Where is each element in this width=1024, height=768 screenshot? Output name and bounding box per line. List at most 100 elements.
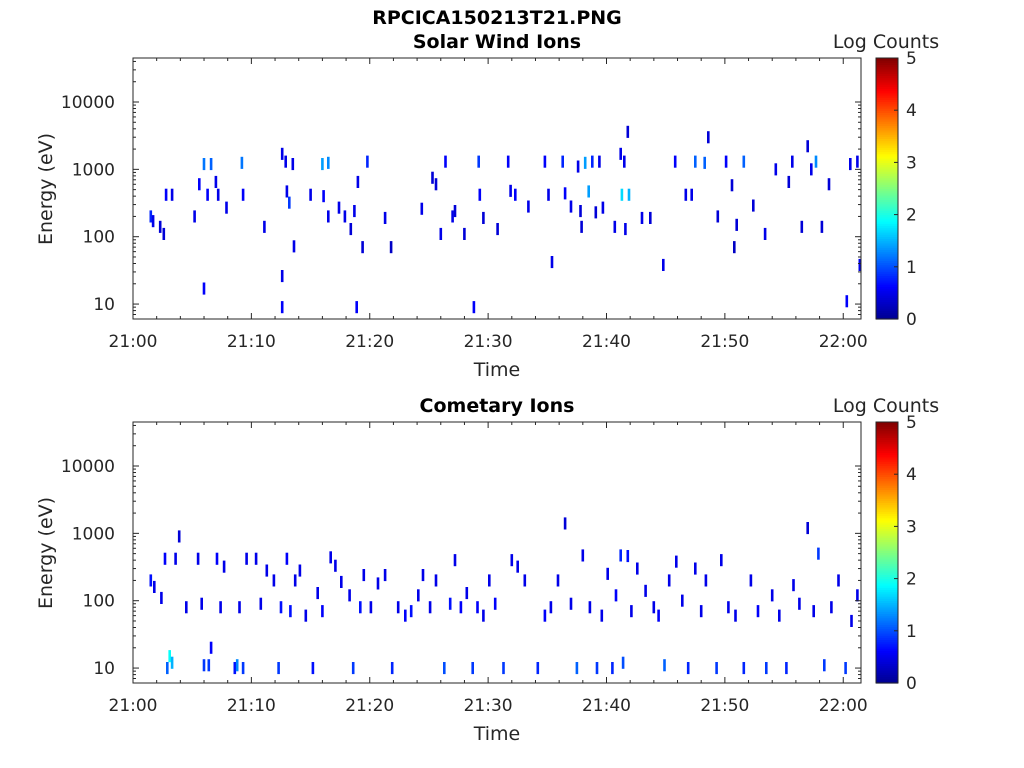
heatmap-cell [845,295,849,308]
heatmap-cell [563,517,567,530]
colorbar-segment [876,77,898,81]
heatmap-cell [327,156,330,169]
heatmap-cell [727,601,730,614]
heatmap-cell [238,601,241,614]
heatmap-cell [241,662,245,675]
heatmap-cell [514,188,517,201]
colorbar-segment [876,535,898,538]
colorbar-segment [876,164,898,168]
heatmap-cell [356,175,360,188]
heatmap-cell [510,554,514,567]
colorbar-segment [876,585,898,588]
colorbar-segment [876,314,898,318]
colorbar-segment [876,550,898,554]
heatmap-cell [715,662,718,675]
colorbar-segment [876,158,898,161]
heatmap-cell [778,609,781,622]
heatmap-cell [472,301,476,314]
colorbar-segment [876,66,898,70]
colorbar-segment [876,242,898,246]
x-tick-label: 21:20 [345,332,394,352]
colorbar-segment [876,181,898,185]
heatmap-cell [611,662,614,675]
colorbar-segment [876,223,898,227]
heatmap-cell [600,609,604,622]
colorbar-segment [876,64,898,68]
colorbar-segment [876,179,898,183]
colorbar-segment [876,650,898,654]
colorbar-segment [876,166,898,170]
colorbar-segment [876,659,898,662]
heatmap-cell [202,659,206,672]
heatmap-cell [349,223,353,236]
heatmap-cell [200,597,203,610]
heatmap-cell [742,155,746,168]
colorbar-segment [876,147,898,150]
y-tick-label: 10 [93,295,115,315]
colorbar-segment [876,199,898,203]
heatmap-cell [509,184,512,197]
colorbar-segment [876,637,898,641]
colorbar-segment [876,596,898,599]
colorbar-segment [876,524,898,527]
colorbar-segment [876,474,898,477]
colorbar-tick-label: 1 [906,258,917,278]
colorbar-segment [876,589,898,593]
heatmap-cell [160,591,163,604]
heatmap-cell [849,158,852,171]
heatmap-cell [587,185,590,198]
heatmap-cell [858,258,862,271]
heatmap-cell [240,156,244,169]
colorbar-segment [876,624,898,628]
heatmap-cell [644,584,647,597]
colorbar-segment [876,197,898,200]
heatmap-cell [620,188,624,201]
colorbar-segment [876,286,898,290]
colorbar-segment [876,234,898,237]
colorbar-segment [876,439,898,443]
colorbar-segment [876,587,898,591]
heatmap-cell [806,140,809,153]
colorbar-segment [876,450,898,454]
heatmap-cell [690,188,693,201]
x-tick-label: 21:00 [109,332,158,352]
heatmap-cell [662,258,665,271]
colorbar-tick-label: 1 [906,622,917,642]
colorbar-segment [876,97,898,100]
cometary-x-ticks: 21:00 21:10 21:20 21:30 21:40 21:50 22:00 [109,422,868,716]
colorbar-segment [876,432,898,436]
heatmap-cell [321,158,324,171]
colorbar-segment [876,654,898,658]
colorbar-segment [876,260,898,264]
heatmap-cell [527,200,530,213]
colorbar-segment [876,667,898,671]
colorbar-segment [876,648,898,651]
heatmap-cell [756,605,760,618]
heatmap-cell [259,597,263,610]
heatmap-cell [327,210,330,223]
colorbar-segment [876,275,898,279]
heatmap-cell [550,256,554,269]
colorbar-segment [876,467,898,471]
solar-wind-x-ticks: 21:00 21:10 21:20 21:30 21:40 21:50 22:00 [109,58,868,352]
colorbar-segment [876,572,898,575]
colorbar-segment [876,517,898,521]
heatmap-cell [543,155,547,168]
solar-wind-ylabel: Energy (eV) [35,133,57,245]
colorbar-segment [876,428,898,432]
heatmap-cell [684,188,688,201]
heatmap-cell [686,662,690,675]
colorbar-segment [876,218,898,222]
y-tick-label: 10000 [61,93,115,113]
heatmap-cell [359,601,362,614]
colorbar-segment [876,279,898,283]
colorbar-segment [876,663,898,667]
colorbar-segment [876,502,898,506]
heatmap-cell [536,662,540,675]
heatmap-cell [202,282,206,295]
x-tick-label: 22:00 [819,332,868,352]
heatmap-cell [482,609,485,622]
heatmap-cell [153,580,156,593]
solar-wind-title: Solar Wind Ions [413,31,581,53]
colorbar-segment [876,151,898,155]
